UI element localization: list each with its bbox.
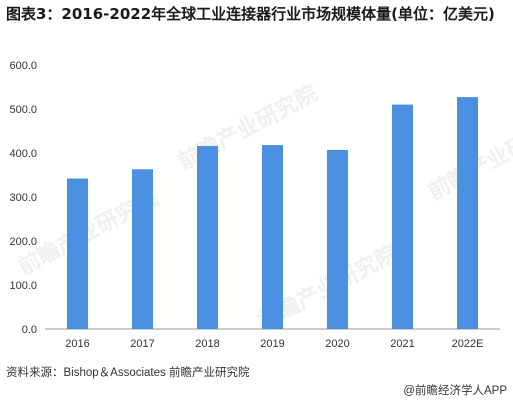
- y-tick-label: 300.0: [9, 192, 37, 204]
- y-tick-label: 600.0: [9, 60, 37, 72]
- x-tick-label: 2018: [195, 338, 219, 350]
- bar-2017: [132, 169, 153, 329]
- y-tick-label: 100.0: [9, 280, 37, 292]
- x-tick-label: 2022E: [452, 338, 484, 350]
- x-tick-label: 2021: [390, 338, 414, 350]
- x-tick-label: 2019: [260, 338, 284, 350]
- y-tick-label: 500.0: [9, 104, 37, 116]
- bar-2020: [327, 149, 348, 329]
- x-tick-label: 2020: [325, 338, 349, 350]
- x-tick-label: 2017: [130, 338, 154, 350]
- page-title: 图表3：2016-2022年全球工业连接器行业市场规模体量(单位：亿美元): [6, 5, 495, 23]
- source-note: 资料来源：Bishop＆Associates 前瞻产业研究院: [6, 367, 250, 379]
- x-tick-label: 2016: [65, 338, 89, 350]
- y-tick-label: 400.0: [9, 148, 37, 160]
- y-tick-label: 200.0: [9, 236, 37, 248]
- brand-credit: @前瞻经济学人APP: [403, 385, 507, 397]
- bar-2019: [262, 145, 283, 329]
- y-tick-label: 0.0: [22, 324, 37, 336]
- bar-2016: [67, 178, 88, 329]
- bar-2022E: [457, 97, 478, 330]
- bar-2018: [197, 145, 218, 329]
- bar-2021: [392, 104, 413, 329]
